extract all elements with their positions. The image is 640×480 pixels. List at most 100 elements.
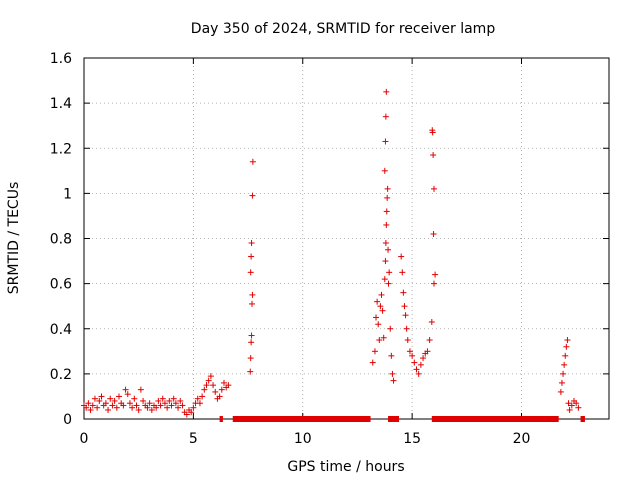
data-point	[183, 411, 190, 418]
zero-value-points	[580, 416, 585, 422]
data-point	[188, 409, 195, 416]
y-tick-label: 1.2	[50, 141, 72, 157]
data-point	[164, 404, 171, 411]
data-point	[124, 391, 131, 398]
data-point	[381, 167, 388, 174]
zero-value-points	[232, 416, 371, 422]
data-point	[249, 192, 256, 199]
data-point	[135, 406, 142, 413]
data-point	[157, 402, 164, 409]
data-point	[126, 400, 133, 407]
data-point	[558, 379, 565, 386]
data-point	[107, 395, 114, 402]
data-point	[560, 370, 567, 377]
data-point	[388, 352, 395, 359]
zero-value-points	[388, 416, 399, 422]
data-point	[387, 325, 394, 332]
data-point	[376, 337, 383, 344]
y-tick-label: 0.6	[50, 277, 72, 293]
data-point	[381, 276, 388, 283]
data-point	[177, 397, 184, 404]
data-point	[137, 386, 144, 393]
data-point	[210, 382, 217, 389]
x-axis-title: GPS time / hours	[287, 459, 404, 475]
data-point	[377, 303, 384, 310]
data-point	[159, 395, 166, 402]
data-point	[411, 359, 418, 366]
data-point	[170, 395, 177, 402]
data-point	[404, 337, 411, 344]
data-point	[140, 397, 147, 404]
data-point	[429, 127, 436, 134]
data-point	[382, 240, 389, 247]
data-point	[248, 253, 255, 260]
data-point	[382, 113, 389, 120]
data-point	[383, 208, 390, 215]
data-point	[175, 404, 182, 411]
data-point	[199, 393, 206, 400]
data-point	[424, 348, 431, 355]
data-point	[562, 352, 569, 359]
data-point	[557, 388, 564, 395]
data-point	[105, 406, 112, 413]
data-point	[207, 373, 214, 380]
data-point	[428, 318, 435, 325]
data-point	[380, 334, 387, 341]
grid-lines	[84, 58, 609, 419]
data-point	[568, 402, 575, 409]
data-point	[389, 370, 396, 377]
data-point	[384, 194, 391, 201]
x-tick-label: 0	[80, 431, 89, 447]
data-point	[417, 361, 424, 368]
data-point	[109, 402, 116, 409]
data-point	[218, 386, 225, 393]
plot-frame	[83, 57, 610, 420]
x-axis: 0 5 10 15 20	[80, 58, 531, 447]
data-point	[122, 386, 129, 393]
data-point	[385, 246, 392, 253]
data-point	[196, 400, 203, 407]
data-point	[155, 397, 162, 404]
data-point	[205, 377, 212, 384]
data-point	[91, 395, 98, 402]
data-point	[561, 361, 568, 368]
data-point	[248, 339, 255, 346]
data-point	[131, 395, 138, 402]
y-axis: 0 0.2 0.4 0.6 0.8 1 1.2 1.4 1.6	[50, 51, 609, 428]
data-point	[247, 269, 254, 276]
data-point	[172, 400, 179, 407]
data-point	[248, 240, 255, 247]
y-tick-label: 1.4	[50, 96, 72, 112]
data-point	[120, 402, 127, 409]
data-point	[382, 258, 389, 265]
data-point	[398, 253, 405, 260]
data-point	[386, 269, 393, 276]
data-point	[431, 185, 437, 192]
data-point	[225, 382, 232, 389]
x-tick-label: 15	[403, 431, 421, 447]
data-point	[129, 404, 136, 411]
data-point	[133, 402, 140, 409]
data-point	[98, 393, 105, 400]
data-point	[247, 368, 254, 375]
data-point	[413, 366, 420, 373]
data-point	[415, 370, 422, 377]
data-point	[385, 280, 392, 287]
data-point	[190, 404, 197, 411]
data-point	[166, 397, 173, 404]
x-tick-label: 10	[294, 431, 312, 447]
data-point	[400, 289, 407, 296]
x-tick-label: 20	[513, 431, 531, 447]
data-point	[383, 88, 390, 95]
data-point	[89, 402, 96, 409]
data-point	[249, 300, 255, 307]
data-point	[379, 307, 386, 314]
data-point	[102, 400, 109, 407]
data-point	[384, 185, 391, 192]
data-point	[96, 397, 103, 404]
data-point	[249, 158, 256, 165]
data-point	[403, 325, 410, 332]
data-point	[430, 152, 437, 159]
data-point	[390, 377, 397, 384]
